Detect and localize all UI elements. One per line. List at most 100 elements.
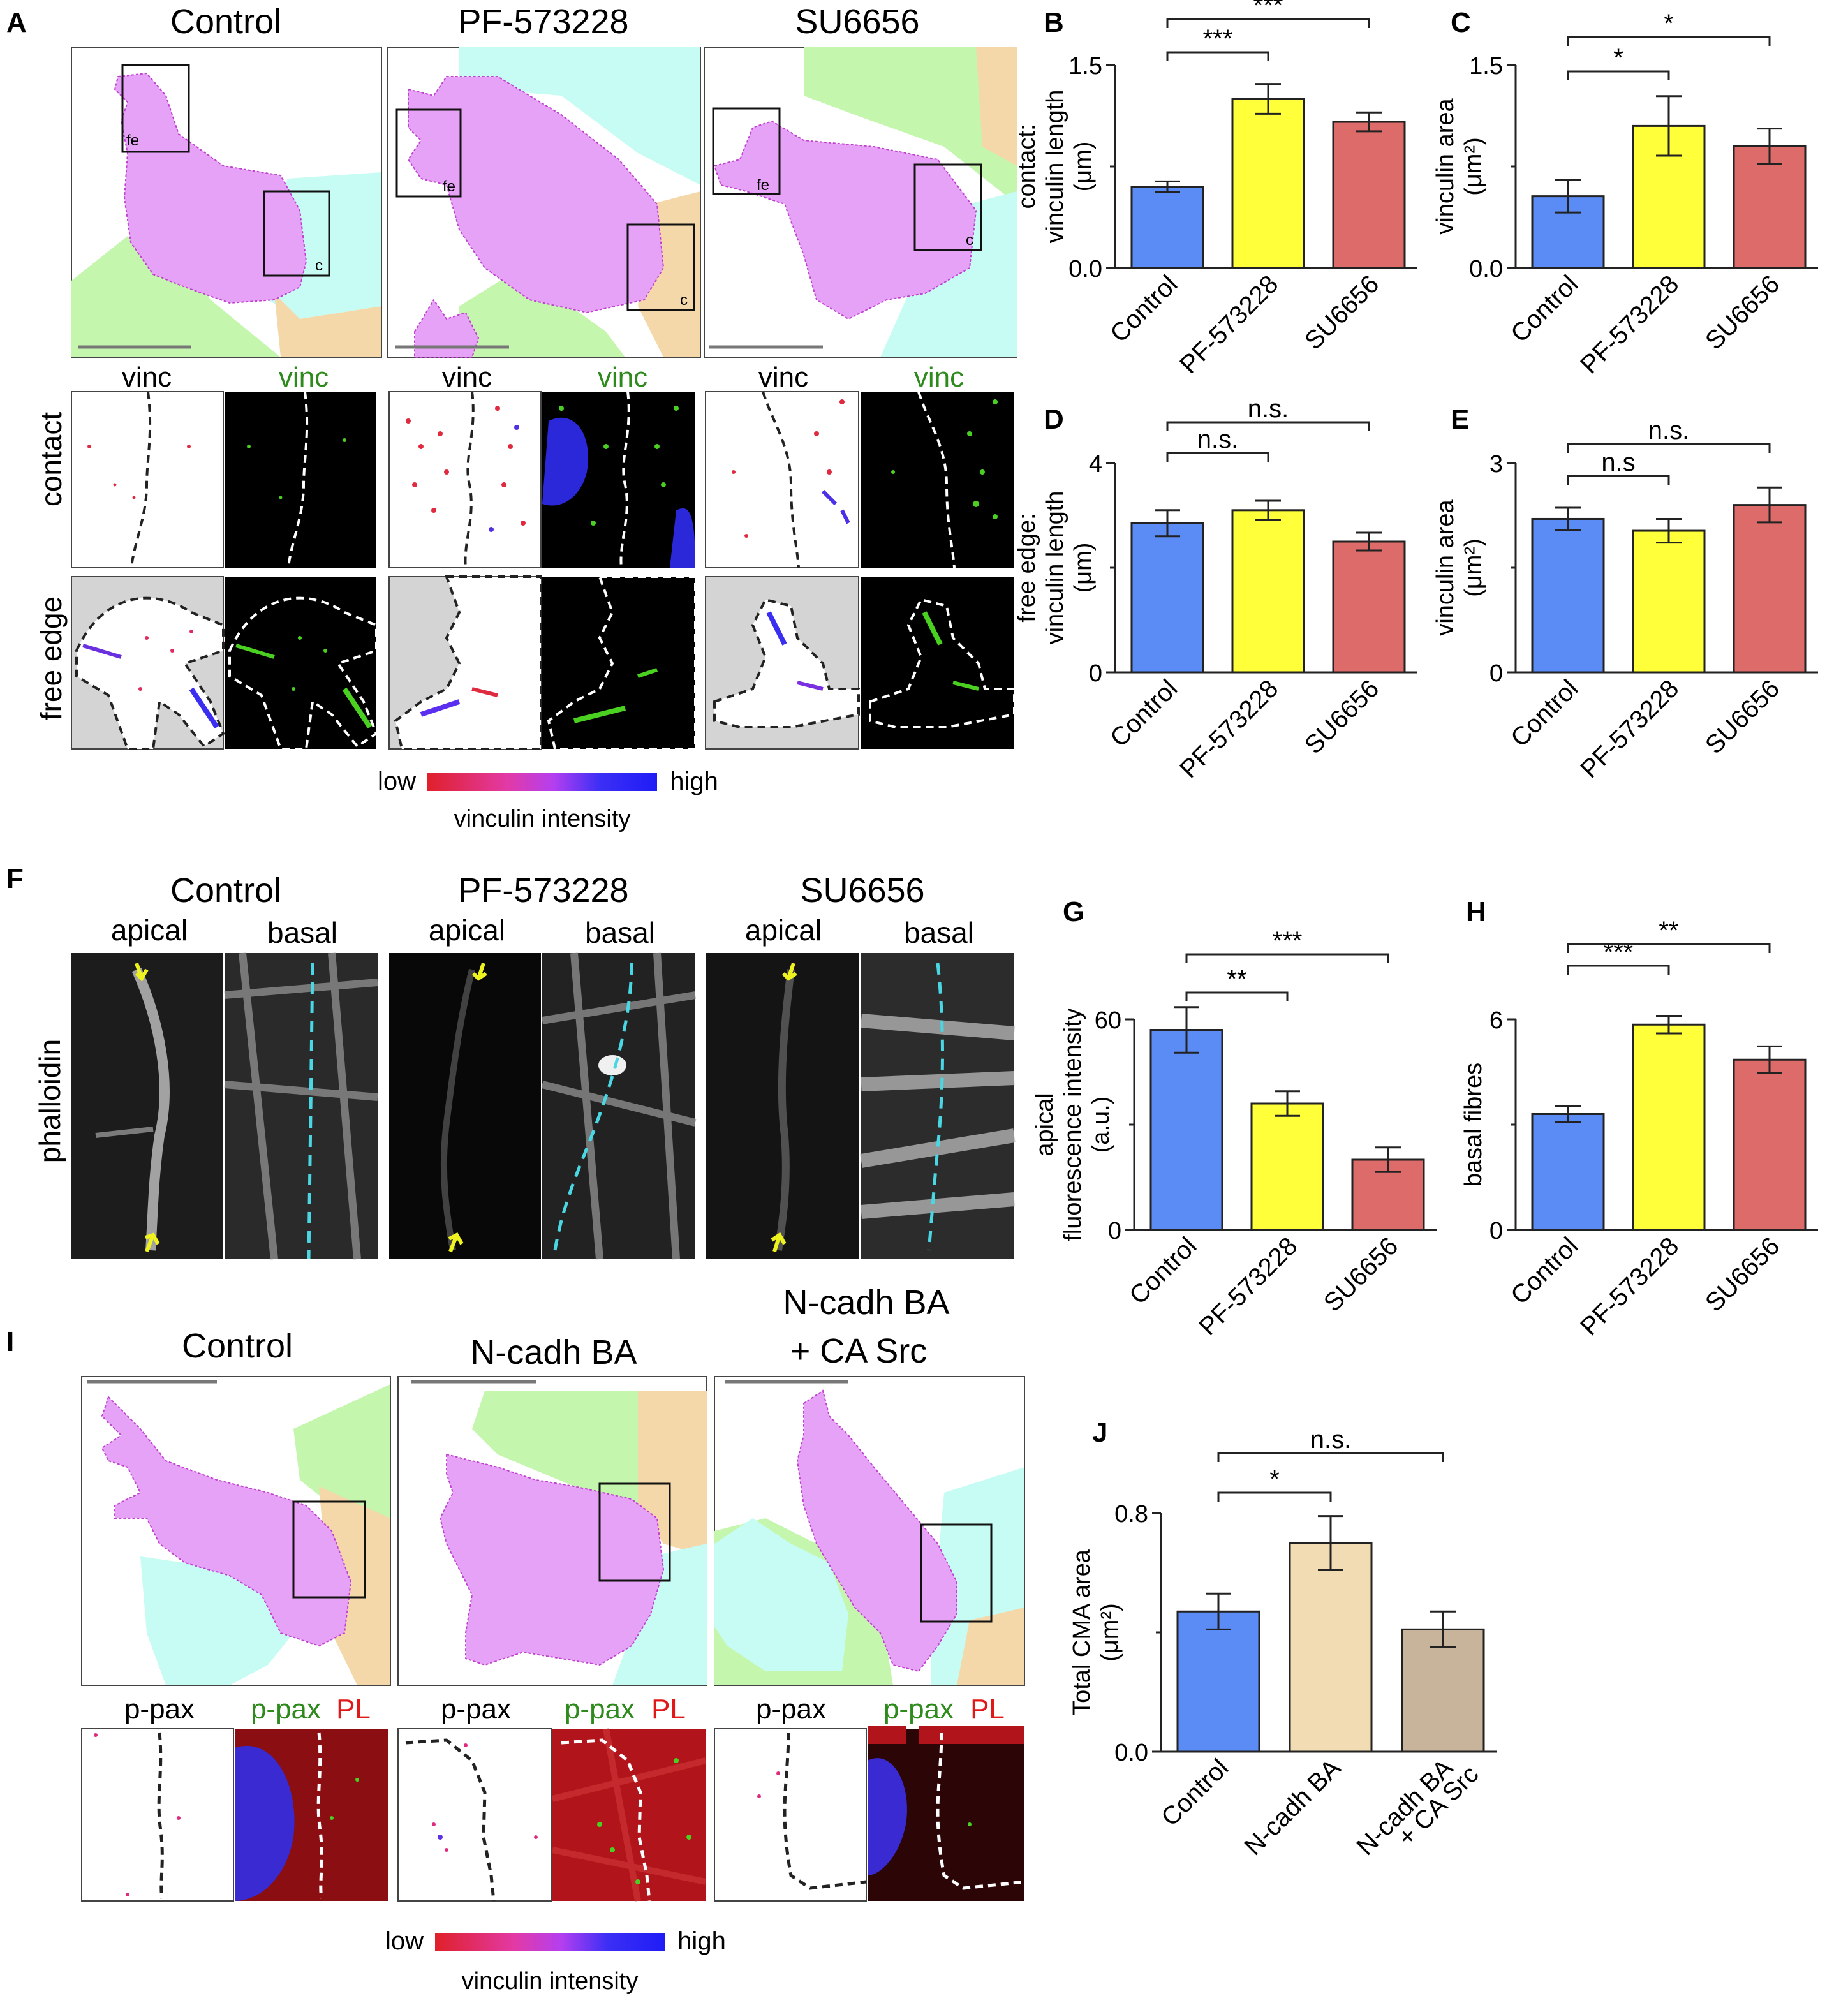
condition-title-i-2-line1: N-cadh BA: [783, 1283, 949, 1322]
significance-label: ***: [1253, 0, 1283, 20]
bar-0: [1531, 1113, 1605, 1231]
bar-0: [1149, 1029, 1223, 1231]
bar-0: [1130, 186, 1204, 269]
chart-g: 0 60 apical fluorescence intensity (a.u.) Con…: [1031, 927, 1437, 1341]
y-tick-label: 3: [1489, 451, 1503, 478]
bar-2: [1733, 504, 1807, 674]
y-tick-label: 0.0: [1469, 256, 1503, 283]
y-tick-label: 6: [1489, 1007, 1503, 1034]
significance-bracket: [1567, 443, 1771, 453]
significance-label: ***: [1203, 25, 1233, 53]
panel-label-f: F: [6, 863, 24, 894]
bar-1: [1231, 509, 1305, 674]
y-tick-label: 4: [1089, 451, 1102, 478]
pl-label-0: PL: [336, 1694, 371, 1725]
y-tick-label: 0: [1489, 1218, 1503, 1245]
y-axis-label: (μm²): [1460, 137, 1487, 196]
category-label: SU6656: [1700, 1232, 1785, 1317]
bar-2: [1401, 1628, 1485, 1753]
significance-label: n.s.: [1197, 425, 1238, 454]
y-axis-label: basal fibres: [1460, 1063, 1487, 1186]
condition-title-i-1: N-cadh BA: [470, 1333, 637, 1371]
significance-bracket: [1185, 953, 1389, 963]
y-axis-label: (μm): [1070, 543, 1097, 593]
significance-label: *: [1613, 44, 1623, 72]
ppax-label-0: p-pax: [124, 1694, 195, 1725]
box-label-c-su: c: [966, 232, 973, 249]
significance-bracket: [1567, 943, 1771, 953]
chart-j: 0.0 0.8 Total CMA area (μm²) Control N-cadh B…: [1068, 1426, 1497, 1861]
scale-low-label-a: low: [378, 767, 416, 795]
cell-diagram-control: fe c: [71, 47, 382, 358]
category-label: Control: [1505, 674, 1583, 752]
y-axis-label: (μm): [1070, 142, 1097, 192]
panel-label-i: I: [6, 1326, 14, 1357]
significance-label: *: [1269, 1465, 1280, 1493]
category-label: PF-573228: [1174, 270, 1283, 379]
channel-label-vinc-green-1: vinc: [598, 362, 647, 393]
category-label: Control: [1124, 1232, 1202, 1310]
category-label: Control: [1105, 674, 1183, 752]
significance-label: **: [1227, 965, 1246, 993]
bar-0: [1176, 1610, 1260, 1753]
category-label: SU6656: [1319, 1232, 1403, 1317]
y-tick-label: 60: [1095, 1007, 1121, 1034]
scale-title-i: vinculin intensity: [462, 1968, 639, 1995]
y-axis-label: vinculin area: [1432, 499, 1459, 635]
y-tick-label: 0.8: [1114, 1501, 1148, 1528]
scale-low-label-i: low: [385, 1927, 424, 1955]
category-label: PF-573228: [1575, 674, 1684, 783]
panel-label-h: H: [1466, 896, 1486, 928]
cell-diagram-i-ncadh: [397, 1376, 707, 1686]
significance-bracket: [1567, 36, 1771, 46]
cell-diagram-i-control: [81, 1376, 391, 1686]
y-tick-label: 0.0: [1068, 256, 1102, 283]
condition-title-i-2-line2: + CA Src: [790, 1332, 928, 1370]
cell-diagram-pf: fe c: [387, 47, 701, 358]
y-tick-label: 0: [1089, 660, 1102, 687]
y-axis-label: vinculin length: [1042, 90, 1068, 244]
chart-b: 0.0 1.5 contact: vinculin length (μm) Control…: [1014, 0, 1417, 379]
panel-label-b: B: [1044, 7, 1064, 38]
ppax-green-label-0: p-pax: [251, 1694, 321, 1725]
condition-title-i-0: Control: [182, 1327, 293, 1365]
significance-bracket: [1185, 991, 1289, 1002]
y-tick-label: 1.5: [1068, 53, 1102, 80]
significance-label: n.s.: [1648, 417, 1689, 445]
apical-label-2: apical: [745, 913, 822, 947]
channel-label-vinc-0: vinc: [122, 362, 172, 393]
y-axis-label: vinculin area: [1432, 98, 1459, 234]
significance-bracket: [1166, 51, 1269, 61]
panel-label-j: J: [1092, 1417, 1107, 1448]
y-axis-label: (μm²): [1097, 1603, 1123, 1662]
y-axis-label: Total CMA area: [1068, 1549, 1095, 1715]
bar-2: [1332, 121, 1406, 269]
y-tick-label: 0.0: [1114, 1740, 1148, 1766]
pl-label-2: PL: [970, 1694, 1005, 1725]
y-axis-label: (μm²): [1460, 538, 1487, 597]
significance-bracket: [1567, 70, 1670, 80]
box-label-fe-pf: fe: [443, 178, 455, 195]
significance-bracket: [1166, 452, 1269, 462]
ppax-green-label-2: p-pax: [883, 1694, 954, 1725]
channel-label-vinc-green-2: vinc: [914, 362, 964, 393]
category-label: PF-573228: [1575, 1232, 1684, 1341]
significance-label: *: [1664, 10, 1674, 38]
ppax-micrographs: [81, 1726, 1025, 1902]
category-label: PF-573228: [1575, 270, 1684, 379]
significance-label: ***: [1273, 927, 1303, 955]
significance-bracket: [1166, 421, 1370, 431]
phalloidin-row-label: phalloidin: [33, 1039, 66, 1163]
significance-label: n.s.: [1310, 1426, 1351, 1454]
intensity-scale-bar-a: [427, 773, 657, 791]
y-axis-label: apical: [1031, 1093, 1058, 1156]
ppax-green-label-1: p-pax: [565, 1694, 635, 1725]
category-label: N-cadh BA: [1239, 1754, 1346, 1861]
category-label: Control: [1505, 270, 1583, 348]
category-label: SU6656: [1700, 270, 1785, 355]
y-axis-label: fluorescence intensity: [1060, 1008, 1086, 1241]
row-label-contact: contact: [34, 412, 68, 507]
cell-diagram-i-ncadh-src: [714, 1376, 1025, 1686]
